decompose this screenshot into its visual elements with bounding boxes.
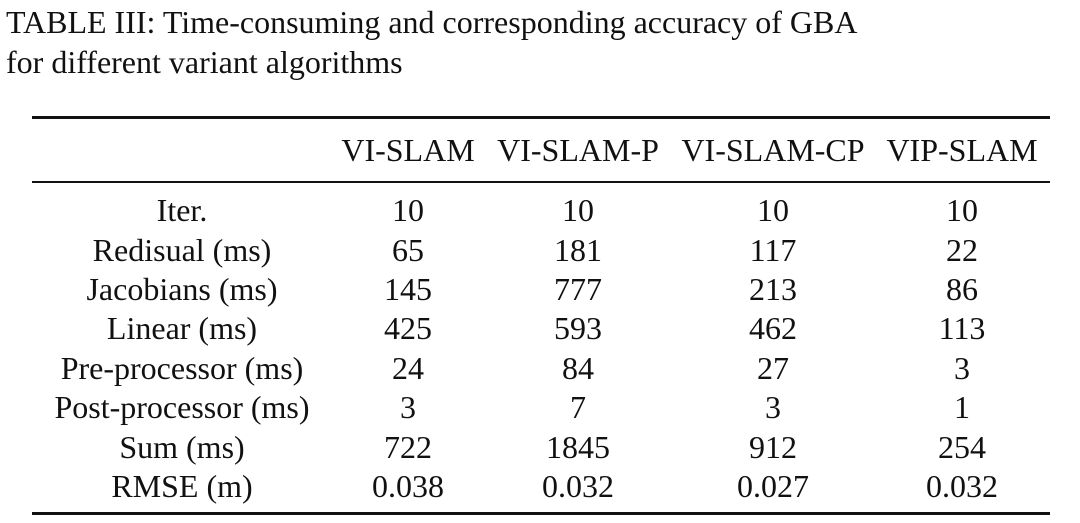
table-cell: 213 [749, 270, 797, 307]
row-label: Redisual (ms) [92, 231, 272, 268]
caption-line-2: for different variant algorithms [6, 44, 403, 80]
table-cell: 593 [554, 310, 602, 347]
caption-line-1: TABLE III: Time-consuming and correspond… [6, 4, 858, 40]
table-row: RMSE (m) 0.038 0.032 0.027 0.032 [32, 467, 1050, 506]
row-label: Linear (ms) [106, 310, 258, 347]
header-cell-label [32, 119, 332, 181]
table-cell: 65 [392, 231, 424, 268]
table-cell: 0.027 [737, 467, 809, 504]
table-cell: 3 [765, 389, 781, 426]
table-caption: TABLE III: Time-consuming and correspond… [6, 2, 1078, 82]
table-cell: 3 [954, 349, 970, 386]
table-cell: 1 [954, 389, 970, 426]
table-cell: 24 [392, 349, 424, 386]
table-cell: 0.032 [926, 467, 998, 504]
header-cell-vi-slam: VI-SLAM [341, 131, 475, 168]
row-label: Pre-processor (ms) [60, 349, 304, 386]
table-row: Iter. 10 10 10 10 [32, 191, 1050, 230]
row-label: Sum (ms) [119, 428, 245, 465]
header-rule [32, 181, 1050, 183]
table-cell: 912 [749, 428, 797, 465]
table-cell: 462 [749, 310, 797, 347]
data-table-body: Iter. 10 10 10 10 Redisual (ms) 65 181 117 22 Jaco… [32, 191, 1050, 506]
table-row: Linear (ms) 425 593 462 113 [32, 309, 1050, 348]
table-cell: 254 [938, 428, 986, 465]
table-cell: 722 [384, 428, 432, 465]
table-cell: 777 [554, 270, 602, 307]
table-cell: 1845 [546, 428, 610, 465]
table-cell: 0.032 [542, 467, 614, 504]
table-cell: 10 [562, 192, 594, 229]
header-cell-vi-slam-p: VI-SLAM-P [497, 131, 659, 168]
table-cell: 3 [400, 389, 416, 426]
row-label: Post-processor (ms) [54, 389, 310, 426]
table-cell: 10 [946, 192, 978, 229]
bottom-rule [32, 512, 1050, 516]
table-row: Post-processor (ms) 3 7 3 1 [32, 388, 1050, 427]
header-row: VI-SLAM VI-SLAM-P VI-SLAM-CP VIP-SLAM [32, 119, 1050, 181]
top-rule [32, 116, 1050, 119]
header-cell-vip-slam: VIP-SLAM [886, 131, 1038, 168]
row-label: RMSE (m) [111, 467, 253, 504]
table-row: Pre-processor (ms) 24 84 27 3 [32, 349, 1050, 388]
table-row: Redisual (ms) 65 181 117 22 [32, 230, 1050, 269]
table-cell: 117 [749, 231, 797, 268]
table-cell: 425 [384, 310, 432, 347]
data-table: VI-SLAM VI-SLAM-P VI-SLAM-CP VIP-SLAM [32, 119, 1050, 181]
table-row: Jacobians (ms) 145 777 213 86 [32, 270, 1050, 309]
table-cell: 7 [570, 389, 586, 426]
table-cell: 84 [562, 349, 594, 386]
table-cell: 0.038 [372, 467, 444, 504]
table-cell: 22 [946, 231, 978, 268]
table-cell: 113 [938, 310, 986, 347]
row-label: Iter. [156, 192, 208, 229]
results-table: VI-SLAM VI-SLAM-P VI-SLAM-CP VIP-SLAM It… [32, 116, 1050, 516]
table-cell: 10 [392, 192, 424, 229]
table-cell: 181 [554, 231, 602, 268]
table-cell: 86 [946, 270, 978, 307]
table-cell: 27 [757, 349, 789, 386]
table-cell: 145 [384, 270, 432, 307]
header-cell-vi-slam-cp: VI-SLAM-CP [681, 131, 865, 168]
table-cell: 10 [757, 192, 789, 229]
row-label: Jacobians (ms) [86, 270, 278, 307]
table-row: Sum (ms) 722 1845 912 254 [32, 427, 1050, 466]
